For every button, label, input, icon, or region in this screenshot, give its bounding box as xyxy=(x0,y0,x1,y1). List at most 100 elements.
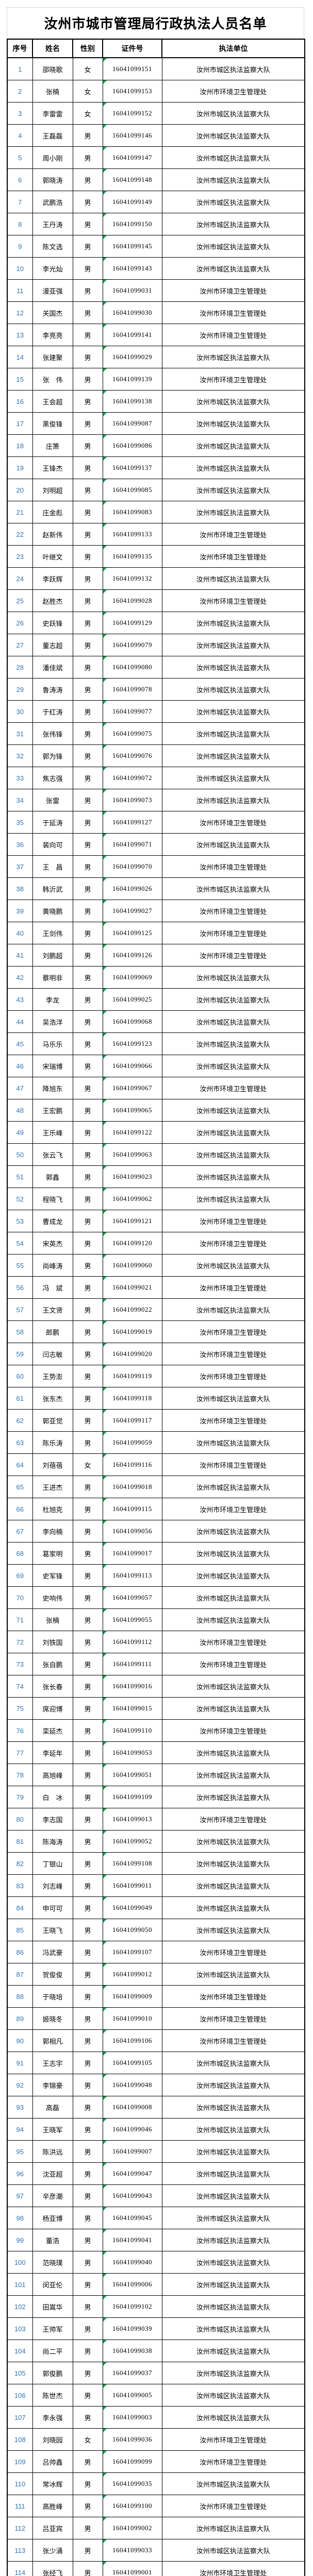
cell-index-text: 96 xyxy=(16,2170,24,2178)
cell-index-text: 63 xyxy=(16,1438,24,1447)
cell-gender: 男 xyxy=(72,1498,103,1520)
cell-index-text: 103 xyxy=(14,2325,26,2333)
cell-index-text: 93 xyxy=(16,2103,24,2111)
text-format-triangle-icon xyxy=(103,1698,107,1701)
table-row: 38 韩沂武 男 16041099026 汝州市城区执法监察大队 xyxy=(7,877,305,900)
cell-id-text: 16041099043 xyxy=(112,2192,152,2199)
cell-id: 16041099083 xyxy=(102,501,162,523)
cell-gender: 男 xyxy=(72,1232,103,1255)
cell-name-text: 栾延杰 xyxy=(42,1727,63,1735)
cell-gender: 男 xyxy=(72,2561,103,2576)
text-format-triangle-icon xyxy=(103,1609,107,1613)
cell-index: 85 xyxy=(7,1919,33,1941)
cell-unit: 汝州市城区执法监察大队 xyxy=(161,678,305,701)
cell-unit-text: 汝州市城区执法监察大队 xyxy=(196,2369,270,2378)
cell-name-text: 田嵩华 xyxy=(42,2303,63,2311)
cell-unit: 汝州市城区执法监察大队 xyxy=(161,501,305,523)
cell-id-text: 16041099079 xyxy=(112,641,152,649)
cell-unit-text: 汝州市环境卫生管理处 xyxy=(200,1948,267,1957)
header-id: 证件号 xyxy=(102,39,162,58)
table-row: 16 王会超 男 16041099138 汝州市城区执法监察大队 xyxy=(7,390,305,413)
cell-unit-text: 汝州市城区执法监察大队 xyxy=(196,2081,270,2090)
cell-index-text: 57 xyxy=(16,1306,24,1314)
cell-index-text: 29 xyxy=(16,685,24,693)
cell-id: 16041099056 xyxy=(102,1520,162,1543)
cell-name-text: 武鹏浩 xyxy=(42,198,63,207)
table-row: 47 降旭东 男 16041099067 汝州市环境卫生管理处 xyxy=(7,1077,305,1099)
cell-gender-text: 男 xyxy=(84,420,91,428)
cell-unit-text: 汝州市城区执法监察大队 xyxy=(196,841,270,849)
cell-gender-text: 男 xyxy=(84,730,91,738)
cell-name: 李永强 xyxy=(32,2406,73,2429)
cell-gender: 男 xyxy=(72,501,103,523)
cell-id: 16041099138 xyxy=(102,390,162,413)
cell-unit-text: 汝州市城区执法监察大队 xyxy=(196,2303,270,2311)
cell-index-text: 53 xyxy=(16,1217,24,1225)
cell-id-text: 16041099031 xyxy=(112,286,152,294)
cell-index: 101 xyxy=(7,2273,33,2296)
cell-gender: 男 xyxy=(72,2317,103,2340)
text-format-triangle-icon xyxy=(103,1786,107,1790)
cell-index-text: 114 xyxy=(14,2568,26,2576)
cell-unit-text: 汝州市城区执法监察大队 xyxy=(196,996,270,1004)
cell-name: 史军锋 xyxy=(32,1564,73,1587)
cell-unit: 汝州市环境卫生管理处 xyxy=(161,1941,305,1963)
text-format-triangle-icon xyxy=(103,1675,107,1679)
cell-gender-text: 男 xyxy=(84,841,91,849)
cell-gender-text: 女 xyxy=(84,65,91,74)
cell-name-text: 宋英杰 xyxy=(42,1240,63,1248)
cell-name-text: 范晓璞 xyxy=(42,2259,63,2267)
cell-gender-text: 男 xyxy=(84,863,91,871)
text-format-triangle-icon xyxy=(103,368,107,372)
cell-id: 16041099017 xyxy=(102,1542,162,1565)
text-format-triangle-icon xyxy=(103,2141,107,2144)
text-format-triangle-icon xyxy=(103,590,107,594)
cell-unit-text: 汝州市环境卫生管理处 xyxy=(200,287,267,295)
cell-name-text: 陈乐涛 xyxy=(42,1439,63,1447)
cell-id-text: 16041099070 xyxy=(112,862,152,870)
cell-name: 沈亚超 xyxy=(32,2162,73,2185)
cell-unit-text: 汝州市城区执法监察大队 xyxy=(196,2104,270,2112)
cell-unit-text: 汝州市城区执法监察大队 xyxy=(196,1771,270,1780)
cell-gender: 男 xyxy=(72,1919,103,1941)
cell-name: 郭俊鹏 xyxy=(32,2362,73,2384)
cell-gender-text: 男 xyxy=(84,885,91,893)
text-format-triangle-icon xyxy=(103,1831,107,1834)
table-row: 75 席迎博 男 16041099015 汝州市城区执法监察大队 xyxy=(7,1697,305,1720)
cell-id: 16041099080 xyxy=(102,656,162,679)
cell-name-text: 史响伟 xyxy=(42,1594,63,1602)
cell-id-text: 16041099075 xyxy=(112,730,152,737)
cell-name: 高旭峰 xyxy=(32,1764,73,1786)
table-row: 100 范晓璞 男 16041099040 汝州市城区执法监察大队 xyxy=(7,2251,305,2274)
cell-unit-text: 汝州市城区执法监察大队 xyxy=(196,752,270,760)
cell-index-text: 75 xyxy=(16,1704,24,1713)
cell-name-text: 庄箫 xyxy=(45,442,59,450)
cell-name-text: 陈洪远 xyxy=(42,2148,63,2156)
cell-unit: 汝州市环境卫生管理处 xyxy=(161,2561,305,2576)
cell-name: 李龙 xyxy=(32,988,73,1011)
text-format-triangle-icon xyxy=(103,2406,107,2410)
cell-name: 焦志强 xyxy=(32,767,73,789)
table-row: 72 刘铁国 男 16041099112 汝州市环境卫生管理处 xyxy=(7,1631,305,1653)
cell-id: 16041099087 xyxy=(102,412,162,435)
cell-name-text: 于延涛 xyxy=(42,819,63,827)
table-row: 96 沈亚超 男 16041099047 汝州市城区执法监察大队 xyxy=(7,2162,305,2185)
cell-id: 16041099086 xyxy=(102,434,162,457)
cell-unit: 汝州市城区执法监察大队 xyxy=(161,1188,305,1210)
cell-index-text: 105 xyxy=(14,2369,26,2377)
cell-id-text: 16041099021 xyxy=(112,1283,152,1291)
cell-name-text: 冯 斌 xyxy=(42,1284,63,1292)
cell-unit: 汝州市城区执法监察大队 xyxy=(161,1896,305,1919)
cell-index-text: 97 xyxy=(16,2192,24,2200)
cell-id-text: 16041099053 xyxy=(112,1749,152,1756)
cell-gender-text: 男 xyxy=(84,1173,91,1181)
cell-name: 宋英杰 xyxy=(32,1232,73,1255)
text-format-triangle-icon xyxy=(103,147,107,150)
cell-id-text: 16041099118 xyxy=(112,1394,152,1402)
cell-unit-text: 汝州市城区执法监察大队 xyxy=(196,1395,270,1403)
cell-gender: 男 xyxy=(72,2140,103,2163)
cell-index: 97 xyxy=(7,2184,33,2207)
cell-gender-text: 男 xyxy=(84,398,91,406)
text-format-triangle-icon xyxy=(103,2451,107,2454)
cell-name-text: 马乐乐 xyxy=(42,1040,63,1048)
